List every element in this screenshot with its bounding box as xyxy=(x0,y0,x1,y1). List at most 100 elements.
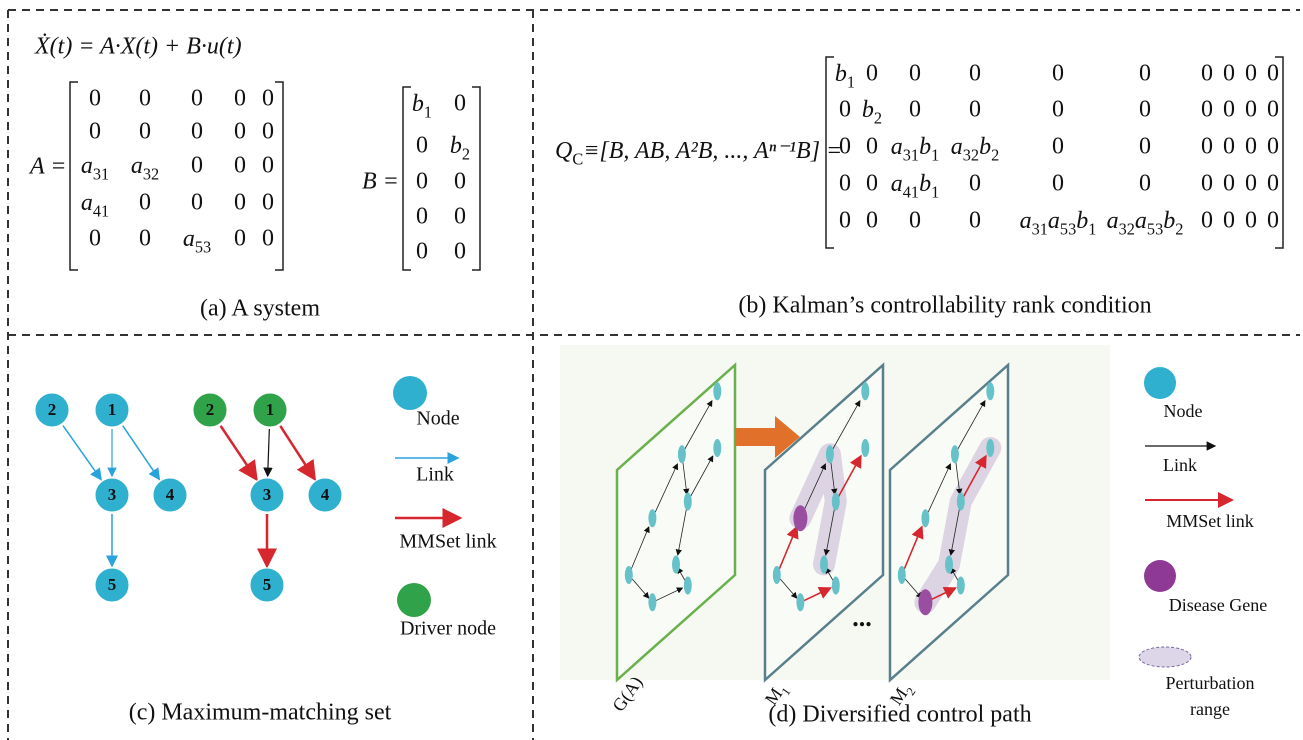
network-node xyxy=(986,382,994,400)
math-text: 0 xyxy=(1245,208,1257,234)
math-text: 0 xyxy=(89,119,101,145)
math-symbol: b xyxy=(919,134,931,160)
math-text: 0 xyxy=(1201,97,1213,123)
math-subscript: 41 xyxy=(903,182,919,201)
caption: (b) Kalman’s controllability rank condit… xyxy=(738,293,1151,319)
network-node xyxy=(793,505,807,531)
math-text: 0 xyxy=(416,169,428,195)
network-node xyxy=(684,577,692,595)
network-node xyxy=(713,382,721,400)
math-text: 0 xyxy=(1139,171,1151,197)
math-text: 0 xyxy=(969,61,981,87)
math-text: b1 xyxy=(835,61,855,92)
math-text: 0 xyxy=(1267,171,1279,197)
math-text: 0 xyxy=(839,134,851,160)
network-node xyxy=(951,445,959,463)
math-text: 0 xyxy=(866,208,878,234)
math-subscript: 53 xyxy=(195,237,211,256)
math-text: 0 xyxy=(1139,97,1151,123)
network-node xyxy=(861,382,869,400)
math-text: 0 xyxy=(416,133,428,159)
node-label: 1 xyxy=(108,400,117,419)
math-symbol: a xyxy=(951,134,963,160)
equation: Ẋ(t) = A·X(t) + B·u(t) xyxy=(34,34,242,60)
math-text: 0 xyxy=(1139,61,1151,87)
math-text: 0 xyxy=(866,134,878,160)
math-text: b2 xyxy=(450,133,470,164)
network-node xyxy=(861,439,869,457)
ellipsis: ... xyxy=(852,603,872,632)
network-node xyxy=(832,493,840,511)
math-subscript: 32 xyxy=(1119,219,1135,238)
caption: (d) Diversified control path xyxy=(768,702,1031,728)
caption: (c) Maximum-matching set xyxy=(129,700,392,726)
network-node xyxy=(898,566,906,584)
equation-rhs: ≡[B, AB, A²B, ..., Aⁿ⁻¹B] = xyxy=(583,138,842,164)
math-text: 0 xyxy=(262,119,274,145)
math-symbol: a xyxy=(1135,208,1147,234)
math-symbol: Q xyxy=(555,138,572,164)
math-text: 0 xyxy=(969,97,981,123)
math-text: 0 xyxy=(191,153,203,179)
node-label: 3 xyxy=(108,485,117,504)
math-text: 0 xyxy=(1052,61,1064,87)
legend-label: Node xyxy=(1164,401,1203,421)
graph-edge xyxy=(280,426,314,479)
legend-label: Node xyxy=(416,408,459,430)
graph-edge xyxy=(63,426,101,480)
math-symbol: b xyxy=(979,134,991,160)
network-node xyxy=(796,593,804,611)
math-text: a53 xyxy=(183,226,211,257)
math-text: 0 xyxy=(89,226,101,252)
math-text: 0 xyxy=(262,153,274,179)
math-subscript: 2 xyxy=(991,145,999,164)
math-subscript: 53 xyxy=(1147,219,1163,238)
matrix-bracket xyxy=(472,87,480,270)
math-text: a31b1 xyxy=(891,134,939,165)
math-text: 0 xyxy=(1245,97,1257,123)
network-node xyxy=(918,589,932,615)
math-text: QC≡[B, AB, A²B, ..., Aⁿ⁻¹B] = xyxy=(555,138,842,169)
node-label: 4 xyxy=(321,485,330,504)
math-text: 0 xyxy=(1223,208,1235,234)
math-text: a41b1 xyxy=(891,171,939,202)
node-label: 5 xyxy=(108,575,117,594)
math-symbol: b xyxy=(412,91,424,117)
network-node xyxy=(625,566,633,584)
math-text: a32 xyxy=(131,153,159,184)
math-subscript: 2 xyxy=(1175,219,1183,238)
math-symbol: a xyxy=(1020,208,1032,234)
math-text: 0 xyxy=(416,239,428,265)
matrix-bracket xyxy=(275,82,283,270)
math-symbol: a xyxy=(183,226,195,252)
graph-edge xyxy=(268,429,270,476)
math-text: 0 xyxy=(234,190,246,216)
math-subscript: 32 xyxy=(143,164,159,183)
math-subscript: 2 xyxy=(462,144,470,163)
math-symbol: a xyxy=(1107,208,1119,234)
legend-label: MMSet link xyxy=(399,531,496,553)
legend-label: range xyxy=(1190,699,1230,719)
network-node xyxy=(678,445,686,463)
legend-label: Driver node xyxy=(400,618,496,640)
math-subscript: 1 xyxy=(847,72,855,91)
math-text: 0 xyxy=(909,208,921,234)
math-symbol: a xyxy=(81,153,93,179)
math-text: 0 xyxy=(909,61,921,87)
figure: Ẋ(t) = A·X(t) + B·u(t)A =0000000000a31a3… xyxy=(0,0,1303,740)
legend-label: Perturbation xyxy=(1166,673,1255,693)
math-text: 0 xyxy=(234,226,246,252)
math-symbol: a xyxy=(891,171,903,197)
matrix-label: A = xyxy=(28,154,66,180)
legend-label: MMSet link xyxy=(1166,511,1254,531)
node-label: 2 xyxy=(206,400,215,419)
math-text: 0 xyxy=(1245,134,1257,160)
math-text: 0 xyxy=(139,190,151,216)
math-subscript: 1 xyxy=(931,145,939,164)
network-node xyxy=(921,509,929,527)
math-text: 0 xyxy=(969,208,981,234)
legend-driver-node xyxy=(397,583,431,617)
math-symbol: a xyxy=(131,153,143,179)
math-text: 0 xyxy=(1267,134,1279,160)
math-text: 0 xyxy=(1267,61,1279,87)
